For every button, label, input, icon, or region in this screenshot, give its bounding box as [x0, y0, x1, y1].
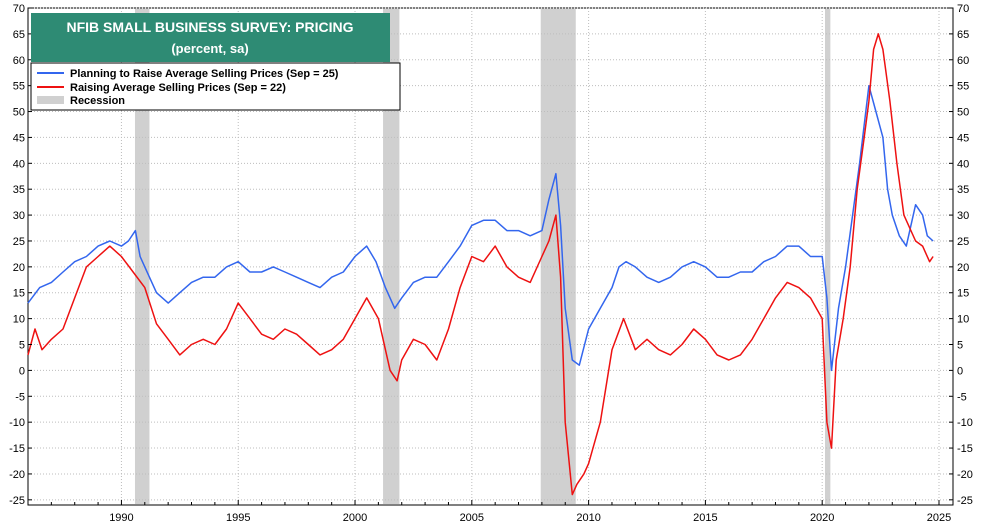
series-layer — [27, 33, 934, 496]
y-tick-label-left: 35 — [13, 184, 25, 196]
title-background — [31, 13, 390, 62]
y-tick-label-right: 45 — [957, 132, 969, 144]
y-tick-label-right: -10 — [957, 417, 973, 429]
y-tick-label-left: 15 — [13, 288, 25, 300]
y-tick-label-right: 40 — [957, 158, 969, 170]
recession-band-2 — [383, 9, 400, 504]
y-tick-label-right: 55 — [957, 81, 969, 93]
legend-swatch-recession — [37, 96, 64, 104]
x-tick-label: 1990 — [109, 512, 133, 524]
y-tick-label-left: 55 — [13, 81, 25, 93]
y-tick-label-left: -20 — [9, 469, 25, 481]
y-tick-label-left: -5 — [15, 391, 25, 403]
y-tick-label-right: 20 — [957, 262, 969, 274]
y-tick-label-right: 10 — [957, 314, 969, 326]
series-line-raising — [27, 33, 934, 496]
y-tick-label-left: 30 — [13, 210, 25, 222]
y-tick-label-right: 30 — [957, 210, 969, 222]
chart-title: NFIB SMALL BUSINESS SURVEY: PRICING — [66, 19, 353, 35]
y-tick-label-left: 45 — [13, 132, 25, 144]
y-tick-label-left: 70 — [13, 3, 25, 15]
y-tick-label-right: 35 — [957, 184, 969, 196]
y-tick-label-left: 50 — [13, 107, 25, 119]
y-tick-label-right: -5 — [957, 391, 967, 403]
y-tick-label-right: -15 — [957, 443, 973, 455]
x-tick-label: 1995 — [226, 512, 250, 524]
title-box: NFIB SMALL BUSINESS SURVEY: PRICING (per… — [31, 13, 390, 62]
legend-label-raising: Raising Average Selling Prices (Sep = 22… — [70, 82, 286, 94]
series-line-planning — [27, 84, 934, 372]
y-tick-label-right: -20 — [957, 469, 973, 481]
x-tick-label: 2005 — [460, 512, 484, 524]
y-tick-label-right: 0 — [957, 365, 963, 377]
y-tick-label-right: 25 — [957, 236, 969, 248]
legend-label-planning: Planning to Raise Average Selling Prices… — [70, 68, 339, 80]
y-tick-label-left: 5 — [19, 340, 25, 352]
y-tick-label-left: -10 — [9, 417, 25, 429]
y-tick-label-left: 40 — [13, 158, 25, 170]
legend: Planning to Raise Average Selling Prices… — [30, 62, 401, 111]
y-tick-label-right: 65 — [957, 29, 969, 41]
y-tick-label-left: -15 — [9, 443, 25, 455]
y-tick-label-left: 0 — [19, 365, 25, 377]
recession-band-1 — [134, 9, 150, 504]
y-tick-label-left: 10 — [13, 314, 25, 326]
chart-subtitle: (percent, sa) — [171, 41, 248, 56]
y-tick-label-left: 20 — [13, 262, 25, 274]
y-tick-label-right: 15 — [957, 288, 969, 300]
y-tick-label-left: 60 — [13, 55, 25, 67]
legend-box — [30, 62, 401, 111]
y-tick-label-left: 65 — [13, 29, 25, 41]
x-tick-label: 2010 — [576, 512, 600, 524]
y-tick-label-left: 25 — [13, 236, 25, 248]
grid-lines — [28, 7, 953, 505]
recession-bands — [134, 9, 831, 504]
recession-band-4 — [824, 9, 831, 504]
x-tick-label: 2020 — [810, 512, 834, 524]
legend-label-recession: Recession — [70, 95, 125, 107]
y-tick-label-right: 50 — [957, 107, 969, 119]
y-tick-label-right: -25 — [957, 495, 973, 507]
y-tick-label-right: 60 — [957, 55, 969, 67]
x-tick-label: 2025 — [927, 512, 951, 524]
y-tick-label-right: 70 — [957, 3, 969, 15]
x-tick-label: 2000 — [343, 512, 367, 524]
recession-band-3 — [540, 9, 576, 504]
x-tick-label: 2015 — [693, 512, 717, 524]
y-tick-label-left: -25 — [9, 495, 25, 507]
y-tick-label-right: 5 — [957, 340, 963, 352]
